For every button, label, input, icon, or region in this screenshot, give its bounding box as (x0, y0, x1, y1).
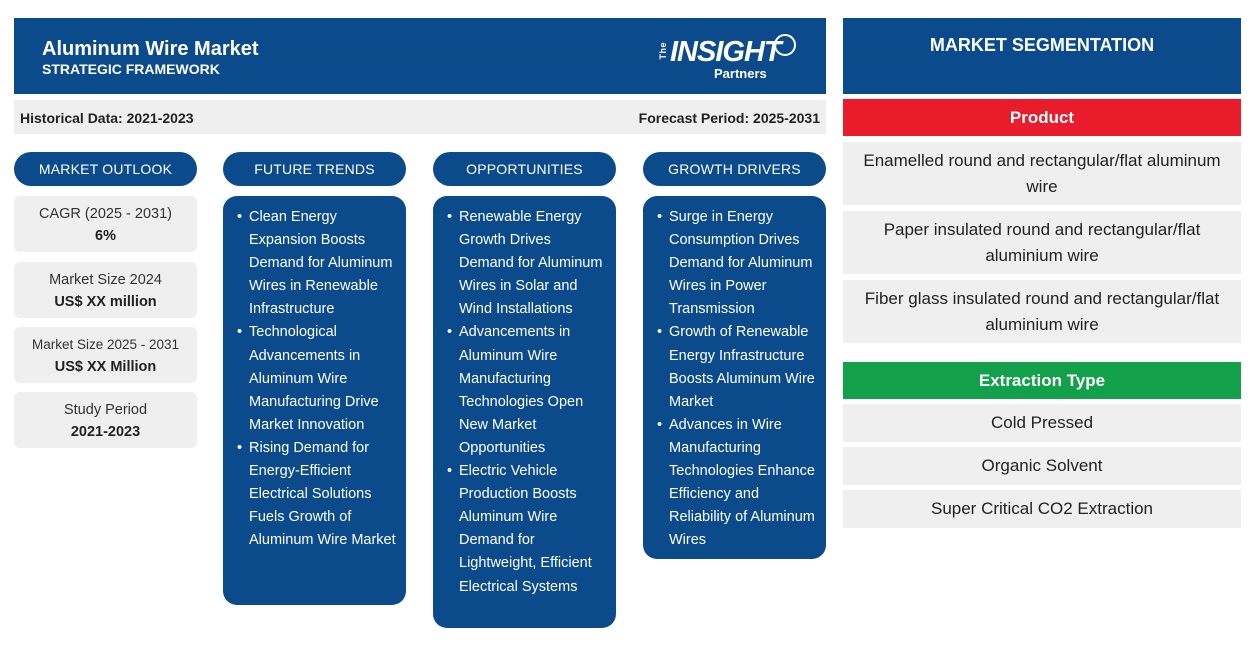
list-item: Advances in Wire Manufacturing Technolog… (657, 414, 818, 553)
segment-item: Organic Solvent (843, 447, 1241, 485)
outlook-card-label: CAGR (2025 - 2031) (39, 206, 172, 222)
growth-drivers-list: Surge in Energy Consumption Drives Deman… (657, 206, 818, 552)
segment-item: Paper insulated round and rectangular/fl… (843, 211, 1241, 274)
list-item: Rising Demand for Energy-Efficient Elect… (237, 437, 398, 552)
insight-partners-logo: The INSIGHT Partners (658, 34, 798, 82)
outlook-card-study-period: Study Period 2021-2023 (14, 392, 197, 448)
period-bar: Historical Data: 2021-2023 Forecast Peri… (14, 100, 826, 134)
outlook-card-value: US$ XX million (54, 294, 157, 310)
list-item: Technological Advancements in Aluminum W… (237, 321, 398, 436)
segment-item: Cold Pressed (843, 404, 1241, 442)
logo-the-text: The (658, 42, 668, 60)
page-title: Aluminum Wire Market (42, 38, 259, 60)
future-trends-header: FUTURE TRENDS (223, 152, 406, 186)
outlook-card-market-size-2024: Market Size 2024 US$ XX million (14, 262, 197, 318)
outlook-card-value: 2021-2023 (70, 424, 141, 440)
list-item: Clean Energy Expansion Boosts Demand for… (237, 206, 398, 321)
segment-item: Enamelled round and rectangular/flat alu… (843, 142, 1241, 205)
logo-insight-text: INSIGHT (670, 36, 782, 68)
segment-category-extraction-type: Extraction Type (843, 362, 1241, 399)
growth-drivers-box: Surge in Energy Consumption Drives Deman… (643, 196, 826, 559)
future-trends-list: Clean Energy Expansion Boosts Demand for… (237, 206, 398, 552)
future-trends-box: Clean Energy Expansion Boosts Demand for… (223, 196, 406, 605)
historical-data-label: Historical Data: 2021-2023 (20, 110, 194, 126)
logo-partners-text: Partners (714, 66, 767, 81)
list-item: Advancements in Aluminum Wire Manufactur… (447, 321, 608, 460)
list-item: Growth of Renewable Energy Infrastructur… (657, 321, 818, 413)
segment-item: Fiber glass insulated round and rectangu… (843, 280, 1241, 343)
outlook-card-cagr: CAGR (2025 - 2031) 6% (14, 196, 197, 252)
outlook-card-value: 6% (95, 228, 116, 244)
page-subtitle: STRATEGIC FRAMEWORK (42, 61, 220, 77)
opportunities-box: Renewable Energy Growth Drives Demand fo… (433, 196, 616, 628)
list-item: Renewable Energy Growth Drives Demand fo… (447, 206, 608, 321)
outlook-card-label: Market Size 2024 (49, 272, 162, 288)
market-outlook-header: MARKET OUTLOOK (14, 152, 197, 186)
outlook-card-label: Market Size 2025 - 2031 (31, 337, 180, 352)
outlook-card-value: US$ XX Million (54, 359, 157, 375)
forecast-period-label: Forecast Period: 2025-2031 (638, 110, 820, 126)
list-item: Surge in Energy Consumption Drives Deman… (657, 206, 818, 321)
growth-drivers-header: GROWTH DRIVERS (643, 152, 826, 186)
outlook-card-market-size-forecast: Market Size 2025 - 2031 US$ XX Million (14, 327, 197, 383)
list-item: Electric Vehicle Production Boosts Alumi… (447, 460, 608, 599)
logo-ring-icon (774, 34, 796, 56)
title-banner: Aluminum Wire Market STRATEGIC FRAMEWORK… (14, 18, 826, 94)
opportunities-list: Renewable Energy Growth Drives Demand fo… (447, 206, 608, 599)
market-segmentation-header: MARKET SEGMENTATION (843, 18, 1241, 94)
segment-item: Super Critical CO2 Extraction (843, 490, 1241, 528)
opportunities-header: OPPORTUNITIES (433, 152, 616, 186)
segment-category-product: Product (843, 99, 1241, 136)
outlook-card-label: Study Period (63, 402, 148, 418)
